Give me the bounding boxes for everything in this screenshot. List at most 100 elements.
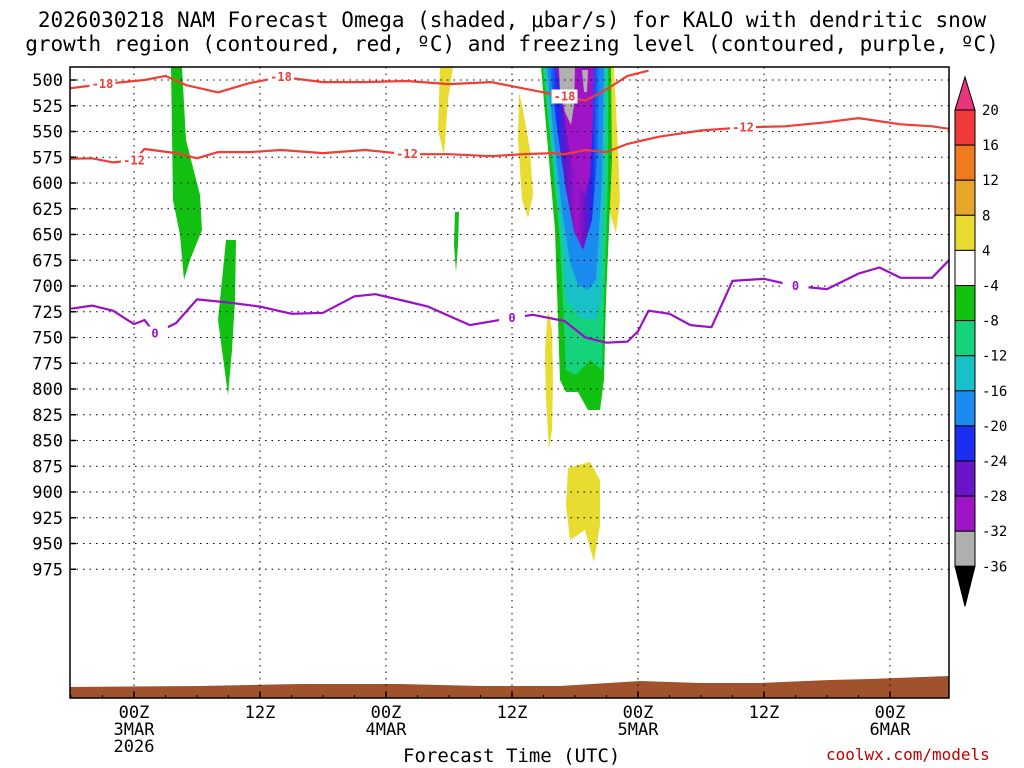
contour-label-bg [394, 147, 420, 162]
y-tick-label: 900 [32, 483, 63, 503]
colorbar-label: -24 [982, 454, 1007, 470]
y-axis: 500 525 550 575 600 625 650 675 700 725 750 775 800 8… [32, 71, 76, 580]
credit-link[interactable]: coolwx.com/models [826, 745, 990, 764]
colorbar-label: 20 [982, 103, 999, 119]
omega-shading [70, 67, 949, 698]
colorbar-swatch [954, 179, 976, 216]
terrain-ground [70, 676, 949, 698]
contour-label-bg [730, 120, 756, 135]
y-tick-label: 950 [32, 535, 63, 555]
contour-label: -18 [554, 89, 576, 103]
plot-frame [69, 66, 950, 699]
contour-label-bg [499, 310, 525, 325]
contour-label-bg [121, 153, 147, 168]
x-tick-label: 00Z [875, 703, 906, 723]
colorbar-swatch [954, 285, 976, 322]
colorbar-swatch [954, 144, 976, 181]
colorbar-swatch [954, 530, 976, 567]
omega-area-yellow-4 [566, 462, 600, 562]
y-tick-label: 550 [32, 123, 63, 143]
x-tick-label: 12Z [497, 703, 528, 723]
x-tick-label: 12Z [749, 703, 780, 723]
omega-area-green-1 [171, 67, 202, 280]
colorbar-label: -4 [982, 279, 999, 295]
colorbar-label: -20 [982, 419, 1007, 435]
x-tick-label: 5MAR [618, 720, 660, 740]
colorbar-swatch [954, 214, 976, 251]
colorbar-label: -12 [982, 349, 1007, 365]
contour-label: -12 [123, 153, 145, 167]
colorbar-label: 8 [982, 208, 990, 224]
contour-line [70, 69, 649, 102]
colorbar-swatch [954, 249, 976, 286]
contour-label: -12 [732, 120, 754, 134]
contour-label-bg [551, 89, 578, 104]
colorbar-label: -28 [982, 489, 1007, 505]
colorbar-top-arrow [954, 75, 976, 111]
omega-area-green-3 [454, 212, 459, 272]
x-tick-label: 12Z [245, 703, 276, 723]
colorbar-swatch [954, 390, 976, 427]
y-tick-label: 700 [32, 277, 63, 297]
x-tick-label: 6MAR [870, 720, 912, 740]
omega-area-yellow-3 [545, 310, 553, 450]
contour-label-bg [268, 69, 294, 84]
x-tick-label: 00Z [623, 703, 654, 723]
contour-line [70, 117, 949, 164]
y-tick-label: 775 [32, 354, 63, 374]
x-tick-label: 00Z [119, 703, 150, 723]
y-tick-label: 675 [32, 251, 63, 271]
y-tick-label: 800 [32, 380, 63, 400]
x-tick-label: 00Z [371, 703, 402, 723]
colorbar-swatch [954, 460, 976, 497]
contour-label-bg [782, 279, 809, 293]
x-axis-label: Forecast Time (UTC) [403, 745, 621, 767]
chart-title: 2026030218 NAM Forecast Omega (shaded, μ… [0, 8, 1024, 56]
contour-line [70, 258, 949, 344]
y-tick-label: 850 [32, 432, 63, 452]
title-line-1: 2026030218 NAM Forecast Omega (shaded, μ… [37, 8, 987, 32]
y-tick-label: 525 [32, 97, 63, 117]
y-tick-label: 650 [32, 226, 63, 246]
y-tick-label: 875 [32, 457, 63, 477]
y-tick-label: 925 [32, 509, 63, 529]
contour-label-bg [142, 326, 168, 341]
contour-label-bg [89, 77, 116, 92]
y-tick-label: 625 [32, 200, 63, 220]
contour-label: -18 [92, 77, 114, 91]
y-tick-label: 750 [32, 329, 63, 349]
plot-grid [70, 67, 949, 698]
colorbar-swatch [954, 425, 976, 462]
y-tick-label: 600 [32, 174, 63, 194]
colorbar-swatch [954, 109, 976, 146]
y-tick-label: 975 [32, 560, 63, 580]
colorbar-label: -36 [982, 559, 1007, 575]
y-tick-label: 575 [32, 148, 63, 168]
title-line-2: growth region (contoured, red, ºC) and f… [25, 32, 999, 56]
colorbar-label: 4 [982, 243, 990, 259]
colorbar-swatch [954, 355, 976, 392]
contour-label: 0 [792, 279, 799, 293]
colorbar-swatch [954, 320, 976, 357]
colorbar-label: -8 [982, 314, 999, 330]
omega-area-green-2 [218, 240, 236, 395]
y-tick-label: 725 [32, 303, 63, 323]
x-tick-label: 2026 [114, 737, 155, 757]
contour-label: -18 [270, 70, 292, 84]
contour-label: -12 [396, 147, 418, 161]
colorbar-label: 16 [982, 138, 999, 154]
y-tick-label: 500 [32, 71, 63, 91]
colorbar-label: -32 [982, 524, 1007, 540]
contour-label: 0 [151, 326, 158, 340]
omega-area-yellow-1 [438, 67, 453, 155]
contour-lines: -18 -18 -18 -12 -12 -12 0 0 0 [70, 69, 949, 344]
x-tick-label: 3MAR [114, 720, 156, 740]
colorbar-label: -16 [982, 384, 1007, 400]
colorbar-bottom-arrow [954, 565, 976, 607]
contour-label: 0 [508, 311, 515, 325]
colorbar-label: 12 [982, 173, 999, 189]
omega-core-gray-2 [582, 70, 588, 92]
x-tick-label: 4MAR [366, 720, 408, 740]
